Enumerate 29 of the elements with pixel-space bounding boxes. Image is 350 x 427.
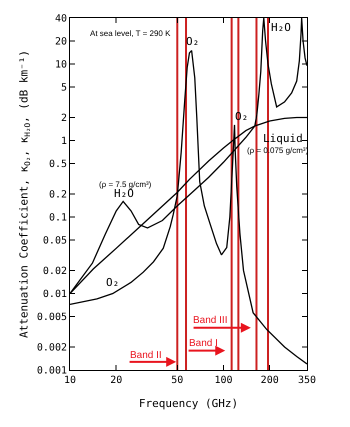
y-tick-label: 0.001 — [36, 366, 67, 376]
annotation: At sea level, T = 290 K — [90, 29, 172, 38]
x-tick-label: 20 — [110, 375, 122, 386]
annotation: Band II — [130, 350, 162, 361]
annotation: H₂O — [114, 187, 134, 200]
x-tick-label: 350 — [298, 375, 316, 386]
y-tick-label: 0.01 — [42, 289, 67, 300]
y-tick-label: 5 — [60, 82, 67, 94]
y-tick-label: 0.002 — [36, 342, 67, 354]
y-tick-label: 0.5 — [48, 159, 67, 170]
y-tick-label: 2 — [60, 113, 67, 124]
y-tick-label: 20 — [54, 36, 67, 48]
annotation: Band III — [193, 315, 228, 326]
annotation: (ρ = 7.5 g/cm³) — [99, 180, 152, 189]
y-tick-label: 10 — [54, 60, 67, 71]
annotation: O₂ — [106, 276, 120, 289]
y-tick-label: 40 — [54, 14, 67, 24]
x-axis-title: Frequency (GHz) — [138, 397, 238, 410]
y-tick-label: 0.1 — [48, 212, 67, 224]
annotation: Band I — [189, 338, 218, 349]
x-tick-label: 200 — [260, 375, 279, 386]
y-tick-label: 0.05 — [42, 236, 67, 247]
y-tick-label: 0.2 — [48, 190, 67, 200]
x-tick-label: 50 — [171, 375, 184, 386]
y-tick-label: 0.02 — [42, 266, 67, 277]
annotation: H₂O — [271, 21, 291, 34]
x-tick-label: 100 — [214, 375, 233, 386]
y-tick-label: 1 — [60, 136, 67, 148]
y-tick-label: 0.005 — [36, 312, 67, 324]
